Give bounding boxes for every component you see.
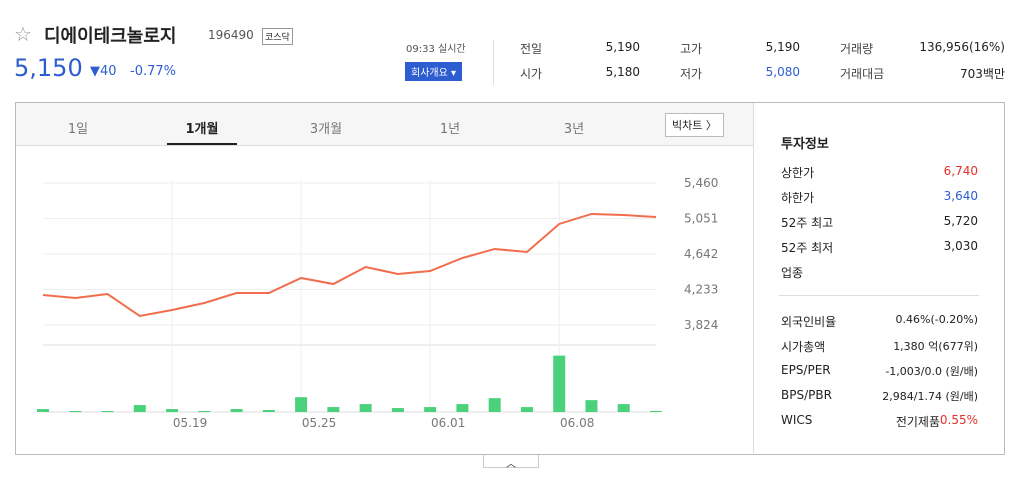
price: 5,150 bbox=[14, 54, 83, 82]
invest-label: 상한가 bbox=[781, 166, 815, 180]
invest-value: 2,984/1.74 (원/배) bbox=[882, 390, 978, 403]
invest-label: BPS/PBR bbox=[781, 388, 832, 402]
volume-bar bbox=[617, 404, 630, 412]
invest-value: 3,640 bbox=[943, 189, 978, 203]
invest-value: -1,003/0.0 (원/배) bbox=[885, 365, 978, 378]
y-tick-label: 4,233 bbox=[684, 283, 718, 297]
volume-bar bbox=[456, 404, 469, 412]
quote-label: 거래량 bbox=[840, 42, 874, 56]
volume-bar bbox=[295, 397, 308, 412]
y-tick-label: 3,824 bbox=[684, 318, 718, 332]
panel bbox=[15, 102, 1005, 455]
change: ▼40 bbox=[90, 64, 117, 79]
change-value: 40 bbox=[100, 64, 117, 79]
divider bbox=[493, 40, 494, 85]
invest-value: 3,030 bbox=[943, 239, 978, 253]
tab[interactable]: 3년 bbox=[563, 122, 585, 137]
invest-label: WICS bbox=[781, 413, 813, 427]
invest-label: 52주 최고 bbox=[781, 216, 834, 230]
quote-value: 703백만 bbox=[960, 67, 1005, 81]
invest-label: 외국인비율 bbox=[781, 315, 837, 329]
company-button[interactable]: 회사개요 ▾ bbox=[405, 62, 463, 81]
invest-value: 0.46%(-0.20%) bbox=[895, 313, 978, 326]
y-tick-label: 5,051 bbox=[684, 211, 718, 225]
bigchart[interactable]: 빅차트 〉 bbox=[665, 113, 724, 137]
invest-label: 시가총액 bbox=[781, 340, 826, 354]
invest-extra: 0.55% bbox=[939, 413, 978, 427]
invest-value: 1,380 억(677위) bbox=[893, 340, 978, 353]
volume-bar bbox=[133, 405, 146, 412]
volume-bar bbox=[359, 404, 372, 412]
x-tick-label: 06.01 bbox=[431, 416, 465, 430]
quote-label: 거래대금 bbox=[840, 67, 885, 81]
volume-bar bbox=[69, 411, 82, 412]
y-tick-label: 4,642 bbox=[684, 247, 718, 261]
tab[interactable]: 1개월 bbox=[185, 122, 219, 137]
invest-label: 하한가 bbox=[781, 191, 815, 205]
quote-label: 저가 bbox=[680, 67, 703, 81]
volume-bar bbox=[553, 355, 566, 412]
star[interactable]: ☆ bbox=[14, 22, 32, 46]
tab[interactable]: 3개월 bbox=[309, 122, 343, 137]
quote-label: 고가 bbox=[680, 42, 703, 56]
tab-underline bbox=[167, 143, 237, 145]
name: 디에이테크놀로지 bbox=[44, 26, 177, 47]
quote-value: 5,190 bbox=[605, 40, 640, 54]
divider bbox=[779, 295, 979, 296]
volume-bar bbox=[488, 398, 501, 412]
change-pct: -0.77% bbox=[130, 64, 176, 79]
quote-label: 시가 bbox=[520, 67, 543, 81]
volume-bar bbox=[520, 407, 533, 412]
price-line bbox=[42, 212, 657, 318]
invest-label: 업종 bbox=[781, 266, 804, 280]
invest-label: 52주 최저 bbox=[781, 241, 834, 255]
quote-value: 5,190 bbox=[765, 40, 800, 54]
volume-bar bbox=[37, 409, 49, 412]
volume-bar bbox=[230, 409, 243, 412]
volume-bar bbox=[166, 409, 179, 412]
time: 09:33 실시간 bbox=[406, 44, 466, 55]
x-tick-label: 06.08 bbox=[560, 416, 594, 430]
collapse[interactable]: ︿ bbox=[483, 455, 539, 470]
quote-value: 136,956(16%) bbox=[919, 40, 1005, 54]
volume-bar bbox=[262, 410, 275, 412]
quote-label: 전일 bbox=[520, 42, 543, 56]
volume-bar bbox=[101, 411, 114, 412]
code: 196490 bbox=[208, 28, 254, 42]
x-tick-label: 05.25 bbox=[302, 416, 336, 430]
invest-value: 5,720 bbox=[943, 214, 978, 228]
market: 코스닥 bbox=[262, 28, 293, 45]
volume-bar bbox=[327, 407, 340, 412]
bigchart-label: 빅차트 bbox=[672, 119, 703, 132]
button-label: 회사개요 bbox=[411, 68, 448, 79]
volume-bar bbox=[198, 411, 211, 412]
volume-bar bbox=[424, 407, 437, 412]
volume-bar bbox=[650, 411, 662, 412]
invest-title: 투자정보 bbox=[781, 137, 829, 152]
invest-value: 6,740 bbox=[943, 164, 978, 178]
tab[interactable]: 1년 bbox=[439, 122, 461, 137]
tab-bar bbox=[16, 103, 753, 146]
tab[interactable]: 1일 bbox=[67, 122, 89, 137]
divider bbox=[753, 103, 754, 453]
y-tick-label: 5,460 bbox=[684, 176, 718, 190]
quote-value: 5,080 bbox=[765, 65, 800, 79]
invest-value: 전기제품 bbox=[895, 415, 940, 429]
quote-value: 5,180 bbox=[605, 65, 640, 79]
x-tick-label: 05.19 bbox=[173, 416, 207, 430]
volume-bar bbox=[585, 400, 598, 412]
volume-bar bbox=[391, 408, 404, 412]
invest-label: EPS/PER bbox=[781, 363, 831, 377]
